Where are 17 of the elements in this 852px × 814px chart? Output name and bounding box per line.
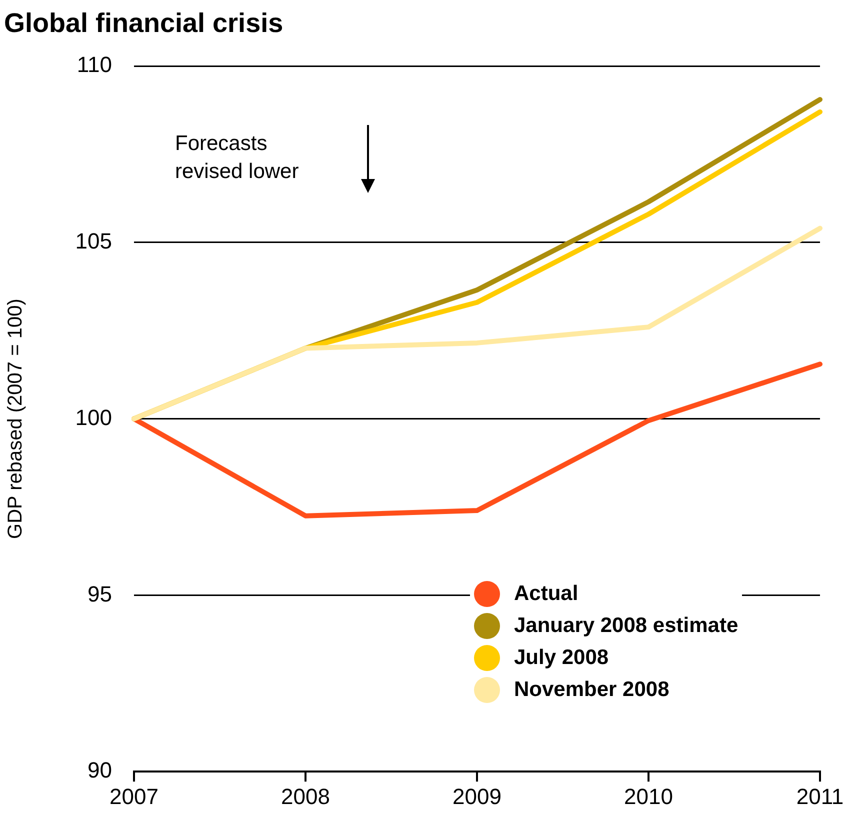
chart-title: Global financial crisis (4, 8, 284, 39)
x-tick-label: 2008 (281, 784, 330, 809)
y-tick-label: 110 (76, 52, 112, 78)
legend-label: November 2008 (514, 678, 670, 702)
annotation: Forecasts revised lower (175, 131, 299, 185)
x-tick-label: 2010 (624, 784, 673, 809)
y-tick-label: 95 (88, 581, 112, 606)
x-tick-label: 2009 (452, 784, 502, 809)
x-tick-label: 2011 (796, 784, 844, 809)
y-tick-label: 105 (75, 228, 112, 254)
x-tick-label: 2007 (110, 784, 158, 809)
y-tick-label: 90 (88, 758, 112, 783)
legend-label: January 2008 estimate (514, 614, 738, 638)
legend-label: Actual (514, 582, 578, 606)
legend-label: July 2008 (514, 646, 609, 670)
y-axis-title: GDP rebased (2007 = 100) (4, 298, 27, 539)
y-tick-label: 100 (75, 404, 112, 430)
